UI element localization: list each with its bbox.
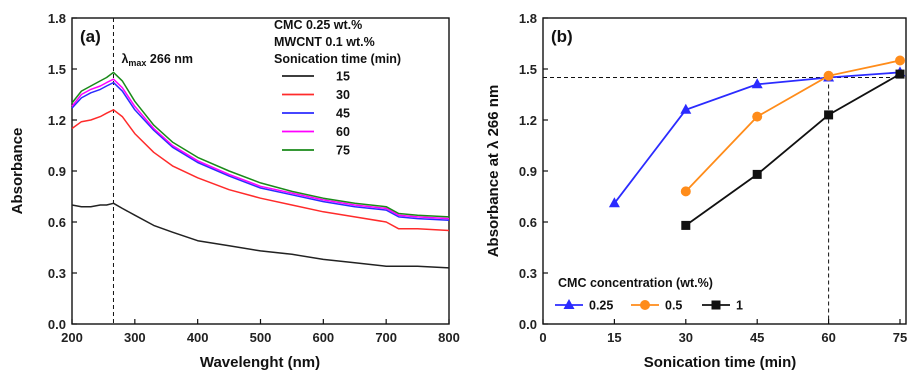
panel-b-ticks: 0 15 30 45 60 75 0.0 0.3 0.6 0.9 1.2 1.5 1.8 xyxy=(519,11,907,345)
panel-a-ytick-label: 0.0 xyxy=(48,317,66,332)
panel-a-legend-title-line: CMC 0.25 wt.% xyxy=(274,18,362,32)
panel-a-ytick-label: 0.6 xyxy=(48,215,66,230)
panel-b-ylabel: Absorbance at λ 266 nm xyxy=(485,85,502,258)
panel-b-series-line-0.25 xyxy=(613,71,901,204)
panel-a-xtick-label: 400 xyxy=(187,330,209,345)
panel-b-xtick-label: 60 xyxy=(821,330,835,345)
panel-b-point-0.5 xyxy=(680,186,691,197)
panel-a-ytick-label: 1.2 xyxy=(48,113,66,128)
panel-a-xtick-label: 700 xyxy=(375,330,397,345)
panel-b-xtick-label: 15 xyxy=(607,330,621,345)
panel-a: 200 300 400 500 600 700 800 0.0 0.3 0.6 0.9 1.2 1.5 1… xyxy=(9,11,460,371)
panel-b-ytick-label: 0.0 xyxy=(519,317,537,332)
panel-b-ytick-label: 1.8 xyxy=(519,11,537,26)
panel-b-point-0.5 xyxy=(823,70,834,81)
panel-b-xtick-label: 0 xyxy=(539,330,546,345)
panel-a-xlabel: Wavelenght (nm) xyxy=(200,354,320,371)
panel-a-legend-title-line: MWCNT 0.1 wt.% xyxy=(274,35,375,49)
panel-a-label: (a) xyxy=(80,27,101,46)
panel-b-legend-label-1: 1 xyxy=(736,299,743,313)
panel-a-legend-label-75: 75 xyxy=(336,144,350,158)
panel-b-legend-marker-0.25 xyxy=(563,299,575,309)
panel-a-ytick-label: 0.9 xyxy=(48,164,66,179)
panel-b-point-0.5 xyxy=(752,111,763,122)
panel-a-legend-label-30: 30 xyxy=(336,88,350,102)
panel-b-ytick-label: 0.9 xyxy=(519,164,537,179)
panel-b-point-0.25 xyxy=(751,78,763,89)
panel-a-xtick-label: 800 xyxy=(438,330,460,345)
lambda-max-annotation: λmax 266 nm xyxy=(121,52,193,68)
panel-a-annotation: λmax 266 nm xyxy=(112,18,193,324)
panel-a-series-line-15 xyxy=(71,202,450,269)
panel-a-series-line-60 xyxy=(71,78,450,220)
panel-b-series-line-0.5 xyxy=(685,59,901,193)
panel-b-legend-marker-0.5 xyxy=(640,300,650,310)
panel-b-point-0.25 xyxy=(680,103,692,114)
panel-a-legend-label-15: 15 xyxy=(336,70,350,84)
panel-a-legend-title-line: Sonication time (min) xyxy=(274,52,401,66)
panel-b-xlabel: Sonication time (min) xyxy=(644,354,797,371)
panel-b-point-0.5 xyxy=(895,55,905,66)
panel-b-ytick-label: 1.2 xyxy=(519,113,537,128)
panel-a-series xyxy=(71,71,450,269)
panel-a-series-line-30 xyxy=(71,109,450,232)
panel-b-point-1 xyxy=(752,169,762,179)
panel-b-series xyxy=(608,55,906,230)
panel-b-point-1 xyxy=(824,110,834,120)
panel-a-ylabel: Absorbance xyxy=(9,128,26,215)
panel-a-xtick-label: 600 xyxy=(312,330,334,345)
panel-b-xtick-label: 30 xyxy=(679,330,693,345)
panel-b-series-line-1 xyxy=(685,73,901,227)
panel-b-legend-title: CMC concentration (wt.%) xyxy=(558,276,713,290)
panel-b-ytick-label: 1.5 xyxy=(519,62,537,77)
panel-a-ticks: 200 300 400 500 600 700 800 0.0 0.3 0.6 0.9 1.2 1.5 1… xyxy=(48,11,460,345)
panel-b-point-1 xyxy=(895,69,905,79)
panel-b-legend-label-0.5: 0.5 xyxy=(665,299,682,313)
panel-b-xtick-label: 75 xyxy=(893,330,907,345)
panel-b: 0 15 30 45 60 75 0.0 0.3 0.6 0.9 1.2 1.5 1.8 CMC con… xyxy=(485,11,907,371)
panel-a-xtick-label: 500 xyxy=(250,330,272,345)
panel-a-ytick-label: 0.3 xyxy=(48,266,66,281)
panel-b-reference-lines xyxy=(543,77,906,324)
panel-b-point-0.25 xyxy=(608,197,620,208)
panel-a-legend: CMC 0.25 wt.% MWCNT 0.1 wt.% Sonication ti… xyxy=(274,18,401,158)
panel-b-point-1 xyxy=(681,220,691,230)
panel-a-series-line-75 xyxy=(71,71,450,218)
panel-b-legend-marker-1 xyxy=(711,300,721,310)
panel-a-legend-label-45: 45 xyxy=(336,107,350,121)
panel-b-ytick-label: 0.3 xyxy=(519,266,537,281)
panel-a-series-line-45 xyxy=(71,81,450,222)
panel-a-legend-label-60: 60 xyxy=(336,125,350,139)
panel-a-xtick-label: 200 xyxy=(61,330,83,345)
panel-b-ytick-label: 0.6 xyxy=(519,215,537,230)
panel-b-xtick-label: 45 xyxy=(750,330,764,345)
panel-b-label: (b) xyxy=(551,27,573,46)
panel-a-xtick-label: 300 xyxy=(124,330,146,345)
panel-a-ytick-label: 1.8 xyxy=(48,11,66,26)
panel-b-legend-label-0.25: 0.25 xyxy=(589,299,613,313)
panel-a-ytick-label: 1.5 xyxy=(48,62,66,77)
panel-b-legend: CMC concentration (wt.%) 0.25 0.5 1 xyxy=(555,276,743,313)
